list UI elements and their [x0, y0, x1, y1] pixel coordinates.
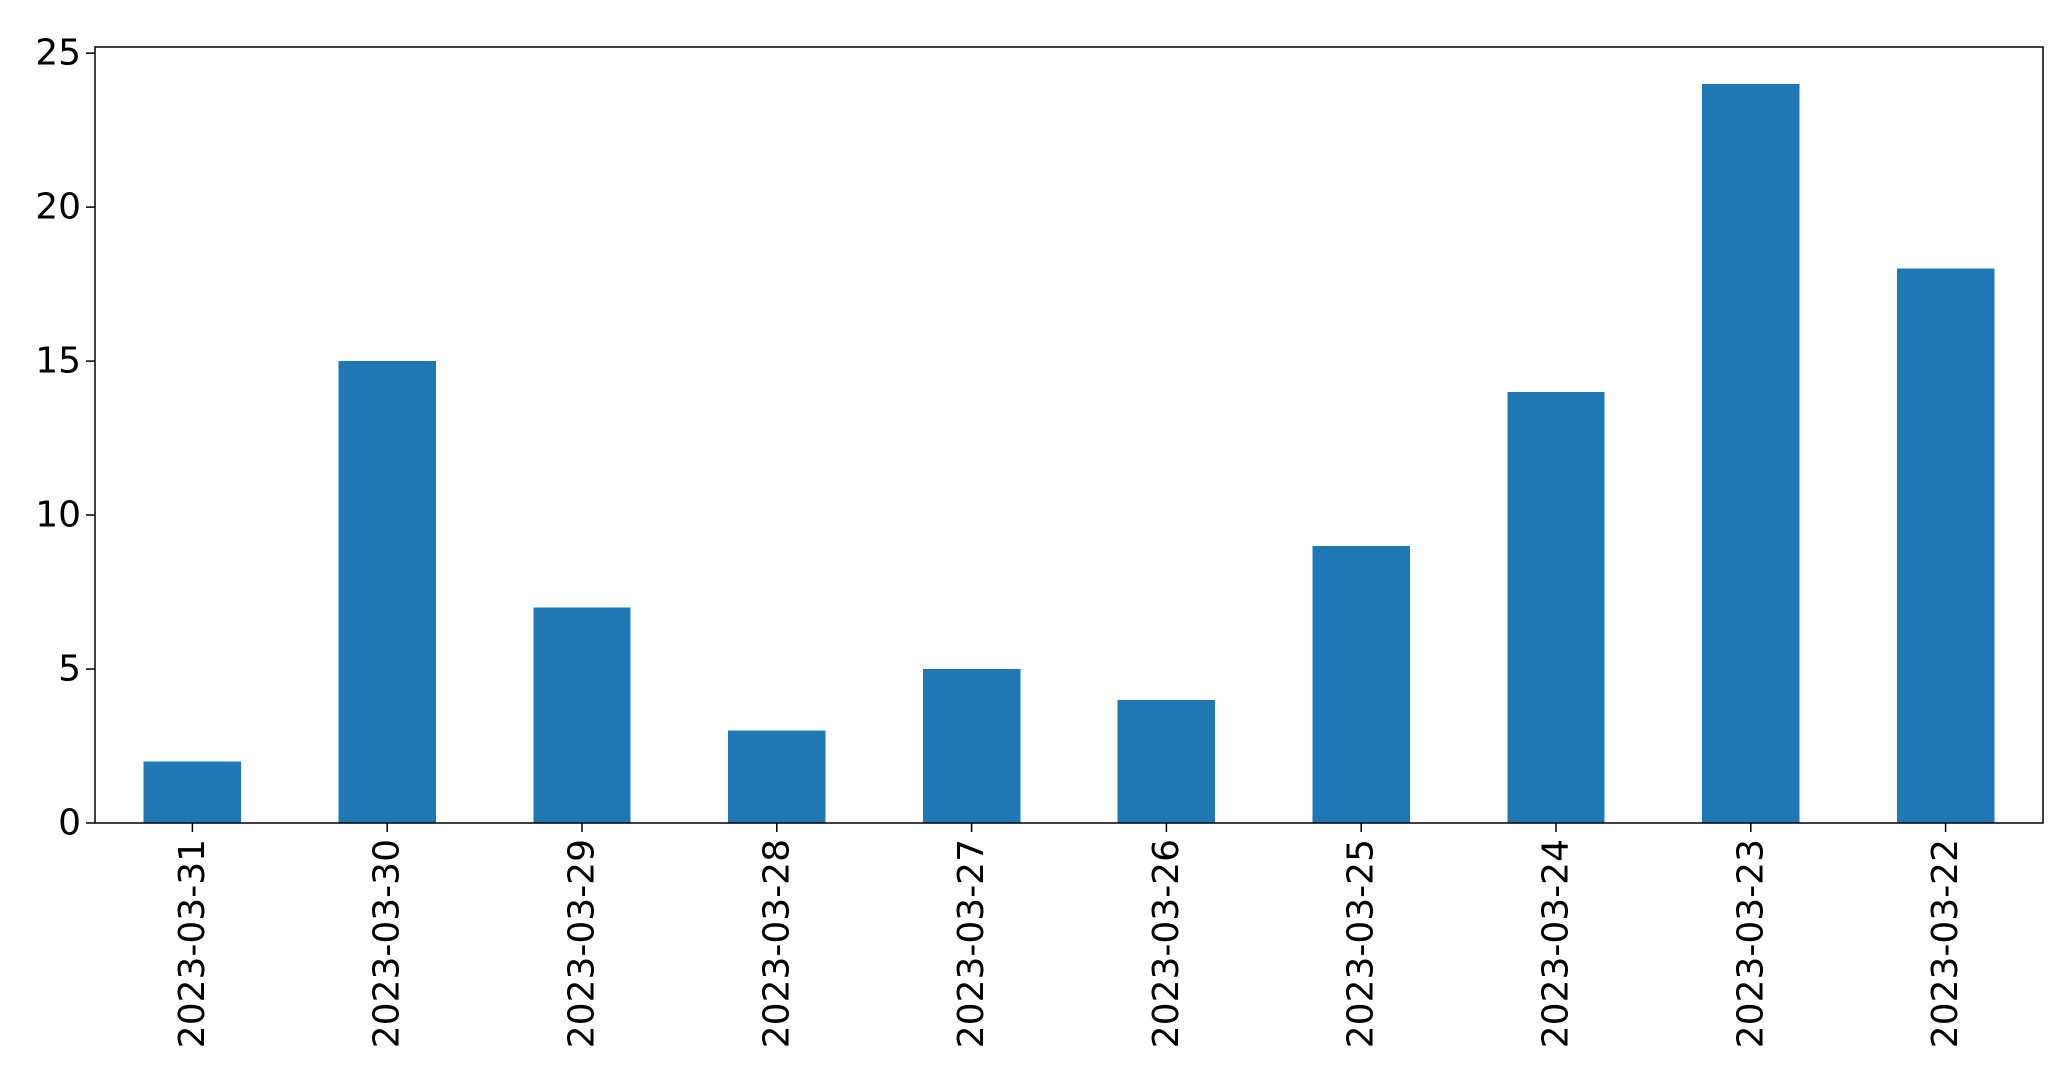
- x-tick-label: 2023-03-28: [756, 839, 797, 1048]
- y-tick-label: 20: [35, 187, 81, 228]
- bars-group: [143, 83, 1995, 823]
- plot-frame: [94, 46, 2044, 824]
- x-tick-label: 2023-03-24: [1536, 839, 1577, 1048]
- bar-2023-03-30: [338, 361, 436, 823]
- bar-2023-03-26: [1117, 699, 1216, 823]
- bar-2023-03-27: [922, 669, 1021, 823]
- x-tick-label: 2023-03-25: [1341, 839, 1382, 1048]
- x-tick-label: 2023-03-23: [1730, 839, 1771, 1048]
- bar-2023-03-28: [728, 730, 826, 823]
- y-axis: 0 5 10 15 20 25: [35, 33, 95, 844]
- bar-2023-03-23: [1702, 83, 1800, 823]
- bar-2023-03-25: [1312, 545, 1410, 823]
- x-tick-label: 2023-03-26: [1146, 839, 1187, 1048]
- x-tick-label: 2023-03-22: [1925, 839, 1966, 1048]
- bar-2023-03-31: [143, 761, 242, 823]
- bar-2023-03-24: [1507, 391, 1605, 823]
- bar-2023-03-29: [533, 607, 631, 823]
- x-axis: 2023-03-31 2023-03-30 2023-03-29 2023-03-28…: [172, 823, 1966, 1048]
- y-tick-label: 25: [35, 33, 81, 74]
- y-tick-label: 10: [35, 495, 81, 536]
- x-tick-label: 2023-03-31: [172, 839, 213, 1048]
- x-tick-label: 2023-03-29: [562, 839, 603, 1048]
- x-tick-label: 2023-03-27: [951, 839, 992, 1048]
- y-tick-label: 0: [58, 803, 81, 844]
- y-tick-label: 5: [58, 649, 81, 690]
- x-tick-label: 2023-03-30: [367, 839, 408, 1048]
- y-tick-label: 15: [35, 341, 81, 382]
- bar-2023-03-22: [1896, 268, 1995, 823]
